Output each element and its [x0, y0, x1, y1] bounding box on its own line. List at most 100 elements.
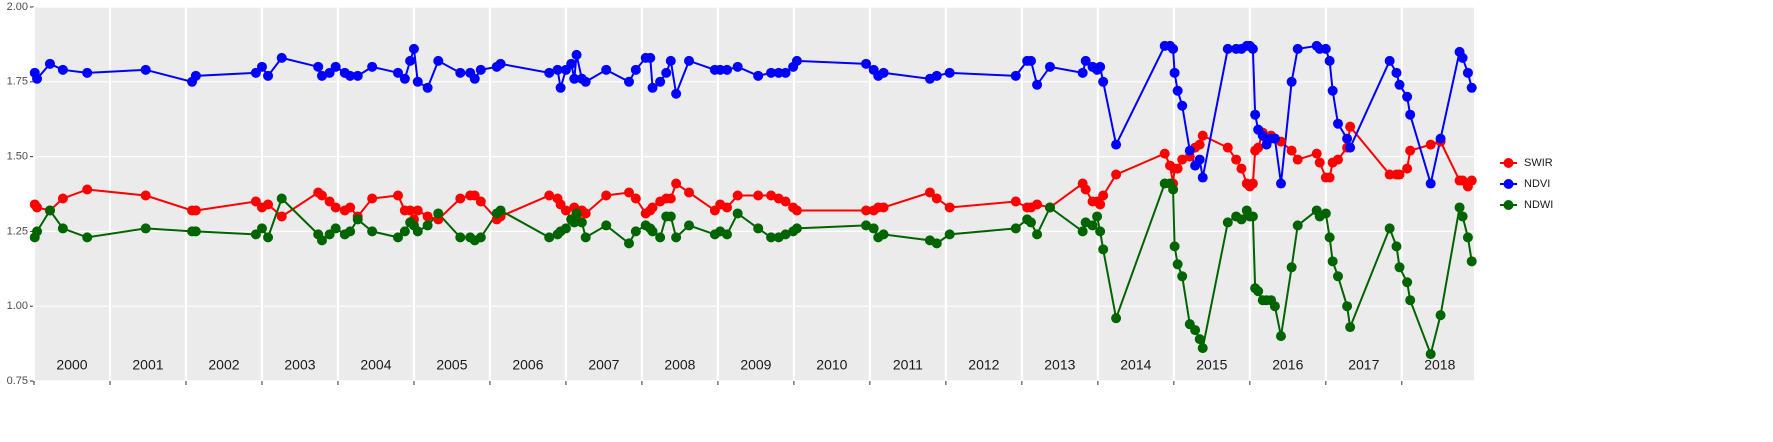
point — [1177, 271, 1188, 282]
point — [367, 61, 378, 72]
point — [1394, 262, 1405, 273]
point — [345, 70, 356, 81]
point — [475, 196, 486, 207]
point — [684, 220, 695, 231]
point — [1391, 67, 1402, 78]
point — [317, 190, 327, 201]
x-tick-label: 2010 — [816, 357, 847, 373]
point — [1194, 334, 1205, 345]
y-tick-label: 1.00 — [7, 300, 28, 312]
point — [1320, 208, 1331, 219]
point — [256, 61, 267, 72]
point — [1402, 91, 1413, 102]
point — [1435, 310, 1446, 321]
point — [791, 205, 802, 216]
point — [330, 223, 341, 234]
x-tick-label: 2016 — [1272, 357, 1303, 373]
y-tick-label: 2.00 — [7, 1, 28, 13]
point — [1168, 43, 1179, 54]
point — [1010, 196, 1021, 207]
y-tick-label: 1.50 — [7, 151, 28, 163]
legend-marker — [1503, 179, 1514, 189]
point — [1292, 43, 1303, 54]
point — [1327, 85, 1338, 96]
point — [367, 226, 378, 237]
point — [495, 205, 506, 216]
point — [766, 232, 777, 243]
point — [1044, 61, 1055, 72]
point — [665, 193, 676, 204]
point — [1222, 43, 1233, 54]
point — [256, 223, 267, 234]
point — [352, 214, 363, 225]
point — [1457, 211, 1468, 222]
point — [1010, 70, 1021, 81]
point — [32, 226, 43, 237]
point — [1247, 211, 1258, 222]
point — [1222, 142, 1233, 153]
point — [655, 232, 666, 243]
point — [1292, 220, 1303, 231]
point — [1032, 79, 1043, 90]
point — [57, 64, 68, 75]
point — [671, 88, 682, 99]
point — [944, 202, 955, 213]
point — [330, 61, 341, 72]
point — [1320, 43, 1331, 54]
point — [1345, 142, 1356, 153]
point — [1253, 286, 1264, 297]
x-tick-label: 2005 — [436, 357, 467, 373]
point — [1324, 172, 1335, 183]
point — [791, 223, 802, 234]
point — [1080, 55, 1091, 66]
point — [555, 82, 566, 93]
point — [1457, 52, 1468, 63]
point — [412, 76, 423, 87]
point — [647, 226, 658, 237]
point — [1402, 163, 1413, 174]
point — [1269, 133, 1280, 144]
point — [32, 73, 43, 84]
point — [1332, 118, 1343, 129]
point — [580, 76, 591, 87]
point — [1466, 256, 1477, 267]
point — [601, 220, 612, 231]
point — [1095, 199, 1106, 210]
point — [1275, 331, 1286, 342]
point — [1454, 202, 1465, 213]
point — [1466, 82, 1477, 93]
point — [32, 202, 43, 213]
point — [1087, 220, 1098, 231]
point — [455, 67, 466, 78]
point — [861, 205, 872, 216]
point — [1095, 226, 1106, 237]
point — [57, 223, 68, 234]
point — [57, 193, 68, 204]
x-tick-label: 2013 — [1044, 357, 1075, 373]
point — [1286, 262, 1297, 273]
point — [1194, 139, 1205, 150]
point — [665, 211, 676, 222]
point — [1172, 85, 1183, 96]
point — [1236, 163, 1247, 174]
point — [684, 55, 695, 66]
point — [1269, 301, 1280, 312]
point — [190, 70, 201, 81]
point — [623, 187, 634, 198]
point — [1092, 211, 1103, 222]
point — [1391, 241, 1402, 252]
point — [455, 232, 466, 243]
point — [766, 190, 777, 201]
point — [352, 70, 363, 81]
point — [1253, 142, 1264, 153]
point — [601, 64, 612, 75]
point — [422, 82, 433, 93]
point — [1435, 133, 1446, 144]
point — [1405, 109, 1416, 120]
point — [544, 190, 555, 201]
point — [780, 196, 791, 207]
point — [1177, 100, 1188, 111]
point — [924, 187, 935, 198]
legend-marker — [1503, 200, 1514, 210]
point — [1172, 259, 1183, 270]
